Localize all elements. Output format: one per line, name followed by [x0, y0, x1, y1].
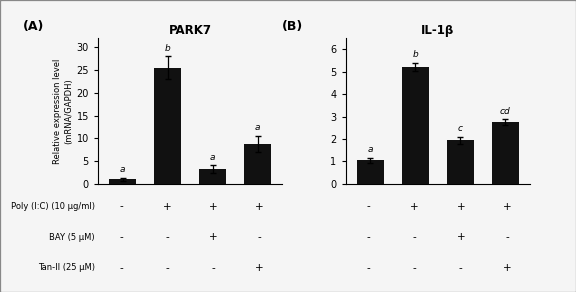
Title: PARK7: PARK7 [169, 24, 211, 37]
Text: -: - [413, 232, 416, 242]
Bar [109, 179, 136, 184]
Bar [402, 67, 429, 184]
Text: -: - [119, 232, 123, 242]
Text: (B): (B) [282, 20, 304, 34]
Text: -: - [505, 232, 509, 242]
Text: a: a [367, 145, 373, 154]
Text: a: a [120, 165, 126, 174]
Text: +: + [411, 201, 419, 212]
Text: Tan-II (25 μM): Tan-II (25 μM) [38, 263, 95, 272]
Text: -: - [165, 263, 169, 273]
Text: +: + [209, 201, 217, 212]
Text: +: + [255, 263, 263, 273]
Text: +: + [457, 232, 465, 242]
Bar [447, 140, 473, 184]
Text: -: - [459, 263, 463, 273]
Text: -: - [367, 232, 370, 242]
Title: IL-1β: IL-1β [421, 24, 454, 37]
Text: b: b [412, 51, 418, 60]
Text: a: a [210, 153, 215, 161]
Y-axis label: Relative expression level
(mRNA/GAPDH): Relative expression level (mRNA/GAPDH) [53, 58, 74, 164]
Bar [357, 160, 384, 184]
Text: -: - [413, 263, 416, 273]
Text: +: + [163, 201, 171, 212]
Bar [154, 68, 181, 184]
Text: -: - [165, 232, 169, 242]
Bar [244, 144, 271, 184]
Text: -: - [257, 232, 261, 242]
Text: b: b [165, 44, 170, 53]
Text: BAY (5 μM): BAY (5 μM) [50, 233, 95, 242]
Text: -: - [119, 201, 123, 212]
Text: (A): (A) [23, 20, 44, 34]
Text: c: c [458, 124, 463, 133]
Text: -: - [119, 263, 123, 273]
Text: -: - [211, 263, 215, 273]
Text: +: + [255, 201, 263, 212]
Text: +: + [457, 201, 465, 212]
Text: -: - [367, 201, 370, 212]
Text: a: a [255, 123, 260, 132]
Text: -: - [367, 263, 370, 273]
Text: +: + [503, 201, 511, 212]
Text: +: + [209, 232, 217, 242]
Bar [492, 122, 518, 184]
Bar [199, 169, 226, 184]
Text: +: + [503, 263, 511, 273]
Text: cd: cd [500, 107, 510, 116]
Text: Poly (I:C) (10 μg/ml): Poly (I:C) (10 μg/ml) [11, 202, 95, 211]
